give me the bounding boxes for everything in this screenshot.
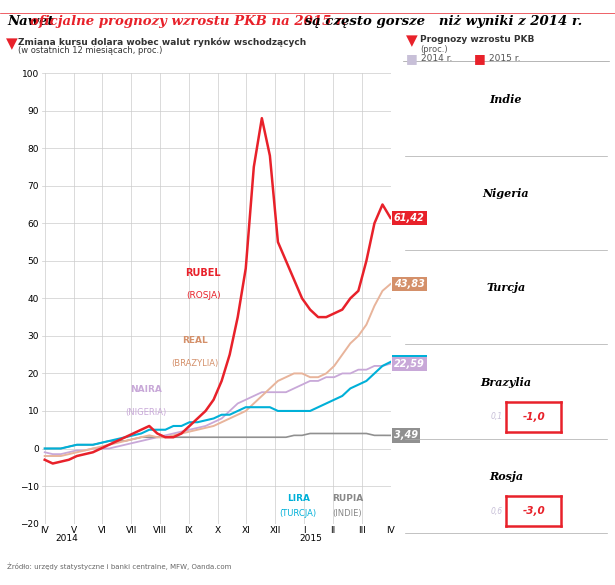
- Text: (w ostatnich 12 miesiącach, proc.): (w ostatnich 12 miesiącach, proc.): [18, 46, 163, 56]
- Text: 43,83: 43,83: [394, 279, 425, 289]
- Text: Źródło: urzędy statystyczne i banki centralne, MFW, Oanda.com: Źródło: urzędy statystyczne i banki cent…: [7, 562, 232, 570]
- Text: Nigeria: Nigeria: [483, 188, 529, 199]
- Text: (proc.): (proc.): [420, 44, 448, 54]
- Text: 0,1: 0,1: [491, 412, 503, 421]
- Text: 2015 r.: 2015 r.: [489, 54, 520, 63]
- Text: Indie: Indie: [490, 94, 522, 105]
- Text: 0,1: 0,1: [396, 412, 415, 422]
- Text: 0,6: 0,6: [399, 506, 418, 516]
- Text: RUPIA: RUPIA: [331, 494, 363, 503]
- Text: (TURCJA): (TURCJA): [280, 509, 317, 518]
- Text: 7,2: 7,2: [441, 129, 459, 139]
- Text: Nawet: Nawet: [7, 15, 58, 27]
- Text: Turcja: Turcja: [486, 283, 525, 293]
- Text: (NIGERIA): (NIGERIA): [125, 408, 166, 417]
- Text: 23,06: 23,06: [394, 357, 425, 367]
- Text: 22,59: 22,59: [394, 359, 425, 369]
- Text: ■: ■: [474, 52, 485, 65]
- Text: 2014 r.: 2014 r.: [421, 54, 453, 63]
- Text: ▼: ▼: [406, 33, 418, 49]
- Text: oficjalne prognozy wzrostu PKB na 2015 r.: oficjalne prognozy wzrostu PKB na 2015 r…: [30, 15, 346, 27]
- Text: 6,2: 6,2: [435, 223, 453, 233]
- Text: Prognozy wzrostu PKB: Prognozy wzrostu PKB: [420, 35, 534, 44]
- Text: LIRA: LIRA: [287, 494, 310, 503]
- Text: NAIRA: NAIRA: [130, 385, 162, 394]
- Text: 2015: 2015: [299, 534, 322, 543]
- Text: RUBEL: RUBEL: [185, 268, 221, 278]
- Text: 61,42: 61,42: [394, 213, 425, 223]
- Text: 3,49: 3,49: [394, 431, 418, 441]
- Text: Zmiana kursu dolara wobec walut rynków wschodzących: Zmiana kursu dolara wobec walut rynków w…: [18, 37, 307, 47]
- Text: (ROSJA): (ROSJA): [186, 291, 221, 300]
- Text: 5,5: 5,5: [531, 223, 550, 233]
- Text: -1,0: -1,0: [522, 412, 545, 422]
- Text: REAL: REAL: [181, 336, 207, 345]
- Text: Rosja: Rosja: [489, 471, 523, 481]
- Text: Brazylia: Brazylia: [480, 377, 531, 387]
- Text: 0,6: 0,6: [491, 507, 503, 515]
- Text: ■: ■: [406, 52, 418, 65]
- Text: (BRAZYLIA): (BRAZYLIA): [171, 359, 218, 368]
- Text: są często gorsze   niż wyniki z 2014 r.: są często gorsze niż wyniki z 2014 r.: [300, 15, 582, 27]
- Text: 2,9: 2,9: [414, 318, 432, 328]
- Text: (INDIE): (INDIE): [333, 509, 362, 518]
- Text: 7,5: 7,5: [544, 129, 563, 139]
- Text: -3,0: -3,0: [522, 506, 545, 516]
- Text: 2014: 2014: [55, 534, 77, 543]
- Text: 3,0: 3,0: [515, 318, 534, 328]
- Text: ▼: ▼: [6, 36, 18, 51]
